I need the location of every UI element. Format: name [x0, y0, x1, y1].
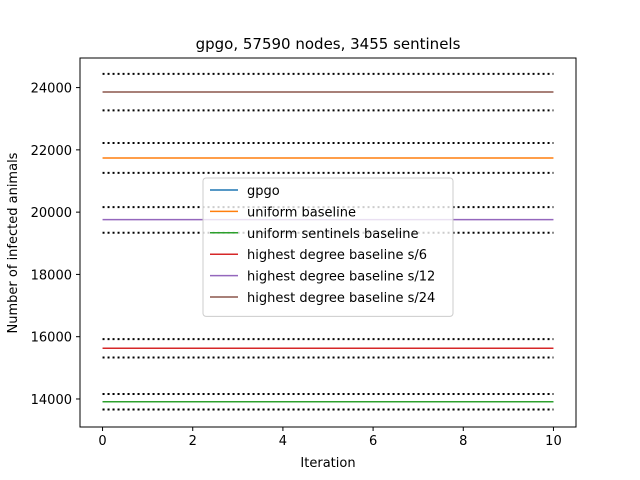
- legend-label-2: uniform sentinels baseline: [247, 227, 418, 242]
- x-tick-label: 4: [279, 434, 287, 449]
- plot-area: [79, 57, 577, 428]
- axes-frame: [79, 57, 577, 428]
- chart-title: gpgo, 57590 nodes, 3455 sentinels: [196, 35, 461, 53]
- y-tick-label: 18000: [31, 268, 72, 283]
- legend-label-3: highest degree baseline s/6: [247, 248, 427, 263]
- y-tick-label: 20000: [31, 206, 72, 221]
- y-tick-label: 24000: [31, 82, 72, 97]
- x-axis-label: Iteration: [300, 456, 355, 471]
- y-tick-label: 14000: [31, 393, 72, 408]
- y-axis: 14000 16000 18000 20000 22000 24000: [31, 82, 80, 408]
- x-tick-label: 10: [545, 434, 562, 449]
- y-tick-label: 22000: [31, 144, 72, 159]
- legend-label-5: highest degree baseline s/24: [247, 291, 435, 306]
- x-axis: 0 2 4 6 8 10: [98, 427, 562, 449]
- legend-label-0: gpgo: [247, 184, 280, 199]
- legend-label-4: highest degree baseline s/12: [247, 270, 435, 285]
- legend: gpgo uniform baseline uniform sentinels ba…: [202, 177, 454, 317]
- x-tick-label: 2: [189, 434, 197, 449]
- y-tick-label: 16000: [31, 331, 72, 346]
- legend-box: [202, 177, 454, 317]
- legend-label-1: uniform baseline: [247, 205, 356, 220]
- y-axis-label: Number of infected animals: [6, 152, 21, 333]
- x-tick-label: 0: [98, 434, 106, 449]
- x-tick-label: 6: [369, 434, 377, 449]
- x-tick-label: 8: [459, 434, 467, 449]
